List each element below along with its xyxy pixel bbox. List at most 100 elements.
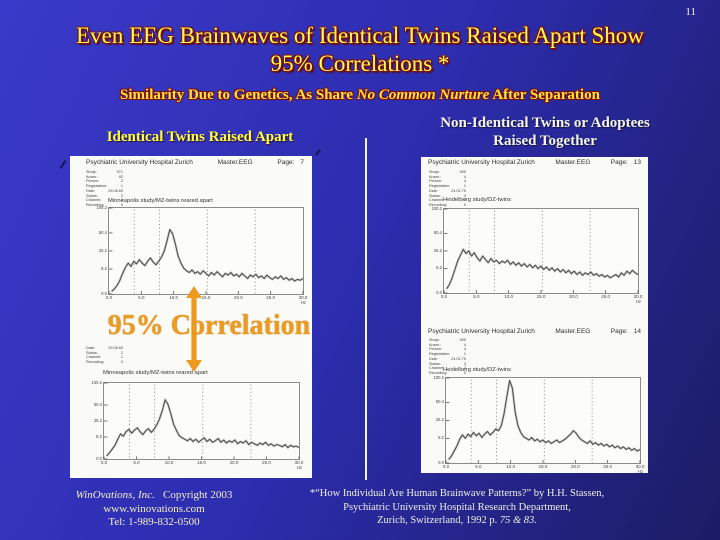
y-axis-tick-label: 8.2 (438, 435, 444, 441)
scan-meta-row: Channel: 2 (429, 198, 466, 203)
citation-line-2: Psychiatric University Hospital Research… (343, 501, 571, 513)
x-axis-tick-label: 5.0 (138, 295, 145, 300)
chart-title: Minneapolis study/MZ-twins reared apart (103, 370, 208, 376)
company-phone: Tel: 1-989-832-0500 (108, 516, 200, 528)
scan-meta-row: Date: 29.08.83 (86, 346, 123, 350)
y-axis-tick-label: 25.2 (93, 417, 102, 423)
x-axis-tick-label: 30.0 (635, 464, 645, 469)
scan-meta-row: Anam.: 4 (429, 342, 466, 347)
y-axis-tick-label: 0.0 (101, 290, 107, 296)
left-column-header: Identical Twins Raised Apart (106, 129, 294, 145)
x-axis-tick-label: 30.0 (633, 294, 643, 299)
scan-meta-row: Person: 4 (429, 347, 466, 352)
scan-meta-row: Registration: 1 (429, 352, 466, 357)
scan-meta-row: Study: 909 (429, 338, 466, 342)
company-website: www.winovations.com (103, 502, 205, 515)
slide-title: Even EEG Brainwaves of Identical Twins R… (0, 22, 720, 78)
y-axis-tick-label: 50.4 (93, 401, 102, 407)
stray-mark (314, 149, 322, 156)
x-axis-unit-label: Hz (637, 469, 643, 474)
x-axis-tick-label: 10.0 (504, 294, 514, 299)
eeg-spectrum-svg (444, 209, 638, 293)
scan-meta-row: Channel: 2 (86, 198, 123, 203)
x-axis-tick-label: 15.0 (536, 294, 546, 299)
eeg-spectrum-svg (446, 378, 640, 463)
x-axis-tick-label: 0.0 (105, 295, 113, 300)
y-axis-tick-label: 100.2 (431, 205, 442, 211)
x-axis-tick-label: 20.0 (570, 464, 580, 469)
company-name: WinOvations, Inc. (75, 489, 155, 501)
scan-system: Master.EEG (555, 159, 591, 166)
subtitle-text-end: After Separation (489, 87, 600, 103)
scan-meta-row: Recording: 0 (86, 203, 123, 208)
page-number: 11 (685, 6, 696, 18)
y-axis-tick-label: 0.0 (438, 459, 444, 465)
y-axis-tick-label: 8.2 (436, 265, 442, 271)
scan-meta-row: Date: 29.08.83 (86, 188, 123, 193)
title-line-2: 95% Correlations * (270, 51, 450, 76)
slide-subtitle: Similarity Due to Genetics, As Share No … (0, 87, 720, 104)
scan-meta-row: Date: 24.01.75 (429, 188, 466, 193)
right-column-header: Non-Identical Twins or Adoptees Raised T… (390, 114, 700, 150)
y-axis-tick-label: 25.2 (433, 247, 442, 253)
x-axis-unit-label: Hz (300, 300, 306, 305)
scan-page: Page: 13 (610, 159, 641, 166)
eeg-spectrum-svg (104, 383, 299, 459)
scan-meta-row: Registration: 1 (429, 184, 466, 189)
x-axis-unit-label: Hz (635, 299, 641, 304)
x-axis-tick-label: 5.0 (473, 294, 480, 299)
x-axis-tick-label: 10.0 (506, 464, 516, 469)
chart-title: Heidelberg study/DZ-twins (443, 197, 511, 203)
y-axis-tick-label: 25.2 (98, 247, 107, 253)
y-axis-tick-label: 25.2 (435, 417, 444, 423)
column-divider (365, 138, 367, 480)
footer-company-block: WinOvations, Inc. Copyright 2003 www.win… (40, 489, 268, 530)
scan-metadata: Study: 971 Anam.: 92 Person: 2 Registration: 1 D… (86, 170, 123, 208)
scan-metadata: Study: 909 Anam.: 4 Person: 4 Registration: 1 Da… (429, 170, 466, 208)
subtitle-text: Similarity Due to Genetics, As Share (120, 87, 357, 103)
x-axis-tick-label: 30.0 (294, 460, 304, 465)
eeg-plot-dz-top: 100.2 50.4 25.2 8.2 0.0 0.0 5.0 10.0 15.0 20.0 25.… (432, 206, 643, 304)
x-axis-tick-label: 15.0 (201, 295, 211, 300)
x-axis-tick-label: 25.0 (601, 294, 611, 299)
right-header-line-2: Raised Together (493, 133, 597, 149)
y-axis-tick-label: 8.2 (101, 265, 107, 271)
x-axis-tick-label: 20.0 (229, 460, 239, 465)
scan-meta-row: Channel: 2 (429, 366, 466, 371)
scan-institution: Psychiatric University Hospital Zurich (428, 159, 535, 166)
x-axis-tick-label: 30.0 (298, 295, 308, 300)
x-axis-tick-label: 20.0 (568, 294, 578, 299)
y-axis-tick-label: 0.0 (436, 289, 442, 295)
x-axis-tick-label: 0.0 (442, 464, 450, 469)
x-axis-tick-label: 5.0 (475, 464, 482, 469)
citation-line-3: Zurich, Switzerland, 1992 p. 75 & 83. (377, 515, 537, 526)
x-axis-tick-label: 5.0 (133, 460, 140, 465)
scan-meta-row: Status: 3 (429, 361, 466, 366)
scan-meta-row: Status: 2 (86, 350, 123, 355)
scan-institution: Psychiatric University Hospital Zurich (428, 328, 535, 335)
y-axis-tick-label: 8.2 (96, 433, 102, 439)
scan-meta-row: Person: 4 (429, 179, 466, 184)
y-axis-tick-label: 50.4 (433, 230, 442, 236)
x-axis-tick-label: 0.0 (100, 460, 108, 465)
scan-meta-row: Study: 909 (429, 170, 466, 174)
footer-company-line: WinOvations, Inc. Copyright 2003 (40, 489, 268, 503)
chart-title: Minneapolis study/MZ-twins reared apart (108, 198, 213, 204)
x-axis-tick-label: 25.0 (262, 460, 271, 465)
scan-system: Master.EEG (217, 159, 253, 166)
scan-meta-row: Status: 3 (429, 193, 466, 198)
eeg-scan-left: Psychiatric University Hospital Zurich M… (70, 156, 312, 478)
y-axis-tick-label: 100.2 (433, 374, 444, 380)
scan-metadata: Study: 909 Anam.: 4 Person: 4 Registration: 1 Da… (429, 338, 466, 376)
scan-page: Page: 7 (277, 159, 304, 166)
correlation-double-arrow-icon (186, 286, 202, 372)
correlation-label: 95% Correlation (107, 310, 311, 341)
chart-title: Heidelberg study/DZ-twins (443, 367, 511, 373)
scan-metadata: Date: 29.08.83 Status: 2 Channel: 1 Recording:… (86, 346, 123, 365)
title-line-1: Even EEG Brainwaves of Identical Twins R… (76, 23, 644, 48)
x-axis-tick-label: 25.0 (266, 295, 276, 300)
scan-meta-row: Person: 2 (86, 179, 123, 184)
x-axis-tick-label: 25.0 (603, 464, 613, 469)
scan-meta-row: Recording: 0 (429, 203, 466, 208)
